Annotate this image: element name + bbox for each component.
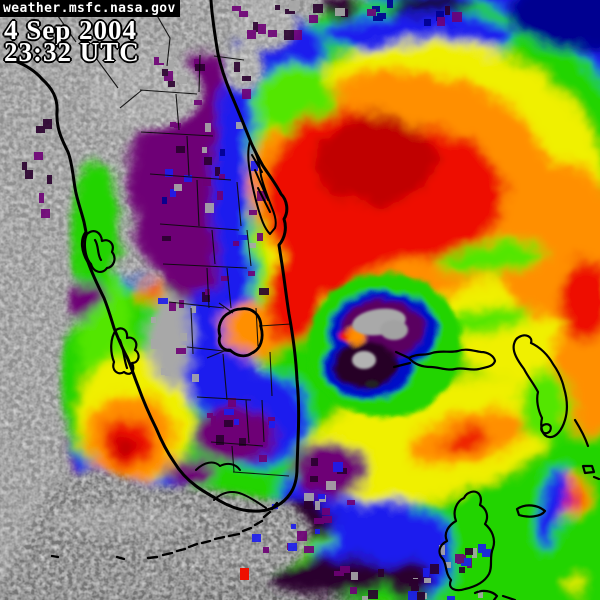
florida-coastline: [13, 0, 301, 561]
lake-okeechobee: [217, 307, 264, 358]
pixel-patch-layer: [22, 0, 491, 600]
county-boundaries: [57, 11, 292, 477]
abaco: [512, 334, 600, 481]
hurricane-eye: [307, 273, 463, 417]
cloud-color-field: [56, 0, 600, 600]
everglades-channels: [195, 461, 267, 509]
eye-warm-gray-spots: [352, 308, 408, 388]
time-label: 23:32 UTC: [4, 37, 140, 67]
berry-islands: [515, 504, 547, 518]
gulf-speck-accents: [240, 568, 249, 580]
bahamas-coastlines: [392, 334, 600, 600]
charlotte-harbor: [110, 327, 140, 375]
grand-bahama: [392, 348, 497, 371]
date-label: 4 Sep 2004: [4, 15, 138, 45]
andros: [438, 490, 517, 600]
cape-canaveral-lagoon: [247, 140, 277, 235]
bimini: [540, 423, 552, 435]
florida-keys: [50, 501, 279, 561]
site-url: weather.msfc.nasa.gov: [3, 1, 176, 16]
site-banner: weather.msfc.nasa.gov: [0, 0, 180, 17]
tampa-bay: [83, 230, 116, 274]
